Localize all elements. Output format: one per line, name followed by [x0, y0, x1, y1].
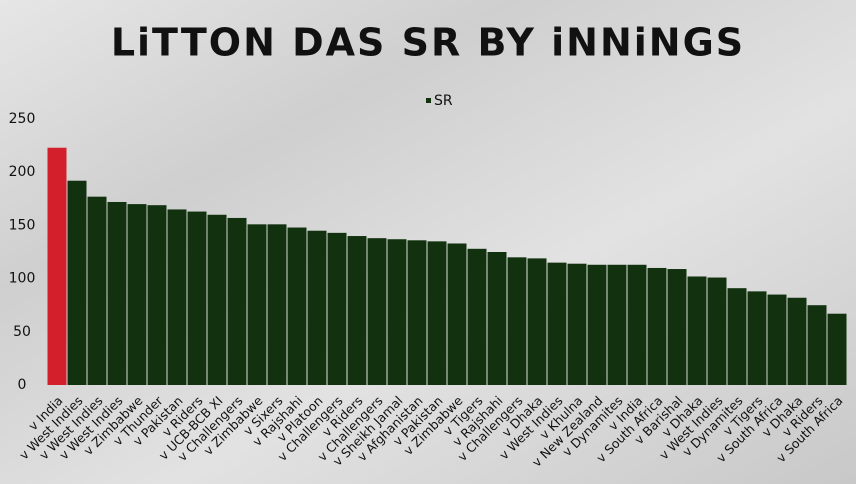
bar [627, 264, 647, 385]
y-tick-label: 250 [9, 111, 36, 127]
bar [407, 240, 427, 385]
y-tick-label: 0 [18, 377, 27, 393]
bar [227, 217, 247, 385]
bar [307, 230, 327, 385]
bar [607, 264, 627, 385]
y-tick-label: 150 [9, 217, 36, 233]
bar [327, 232, 347, 385]
bar [187, 211, 207, 385]
bar [707, 277, 727, 385]
bar [667, 269, 687, 385]
bar [387, 239, 407, 385]
bar [167, 209, 187, 385]
legend-swatch [426, 98, 431, 103]
bar [567, 263, 587, 385]
chart-title: LiTTON DAS SR BY iNNiNGS [111, 21, 745, 65]
y-tick-label: 200 [9, 164, 36, 180]
bar [747, 291, 767, 385]
bar [827, 313, 847, 385]
bar [507, 257, 527, 385]
bar [647, 267, 667, 385]
bar [807, 305, 827, 385]
bar [547, 262, 567, 385]
bar [527, 258, 547, 385]
bar [687, 276, 707, 385]
bar [367, 238, 387, 385]
bar [67, 180, 87, 385]
bar [447, 243, 467, 385]
y-tick-label: 100 [9, 271, 36, 287]
bar [467, 248, 487, 385]
bar [127, 204, 147, 385]
bar [107, 201, 127, 385]
bar [427, 241, 447, 385]
bar [47, 147, 67, 385]
bar [267, 224, 287, 385]
y-tick-label: 50 [13, 324, 31, 340]
bar [767, 294, 787, 385]
bar [147, 205, 167, 385]
bar [347, 236, 367, 385]
bar [287, 227, 307, 385]
bar [587, 264, 607, 385]
bar [87, 196, 107, 385]
bar [727, 288, 747, 385]
bar [787, 297, 807, 385]
bar [207, 214, 227, 385]
bar [487, 252, 507, 385]
legend-label: SR [434, 93, 453, 109]
bar [247, 224, 267, 385]
